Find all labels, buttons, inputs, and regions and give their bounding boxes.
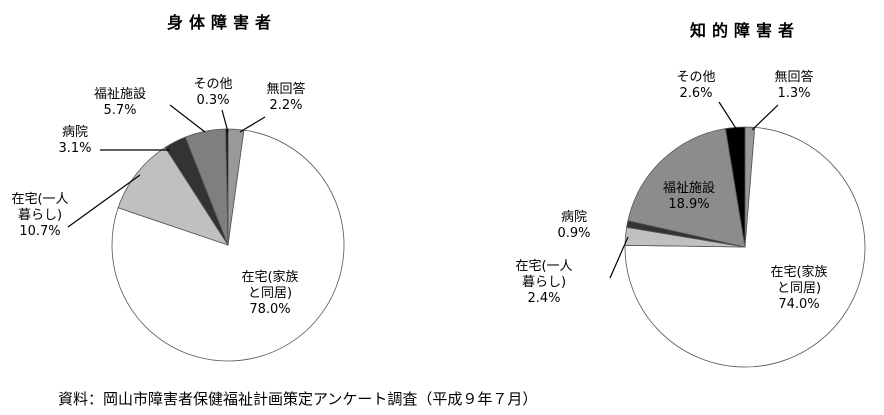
slice-value-home-family: 78.0% — [249, 302, 290, 317]
slice-label-home-alone: 暮らし) — [522, 275, 566, 290]
leader-line-welfare-facility — [169, 104, 206, 133]
leader-line-home-alone — [67, 174, 141, 228]
slice-label-home-alone: 在宅(一人 — [515, 259, 572, 274]
slice-label-home-family: と同居) — [777, 281, 821, 296]
leader-line-home-alone — [609, 236, 629, 279]
slice-label-no-answer: 無回答 — [266, 81, 305, 97]
slice-value-hospital: 3.1% — [58, 141, 91, 156]
slice-label-hospital: 病院 — [561, 210, 587, 225]
pie-slice-welfare-facility — [627, 128, 746, 248]
slice-label-welfare-facility: 福祉施設 — [94, 86, 146, 102]
pie-slice-home-alone — [117, 146, 229, 246]
slice-label-home-family: と同居) — [248, 286, 292, 301]
chart-title-physical: 身体障害者 — [167, 13, 277, 32]
slice-label-home-alone: 在宅(一人 — [11, 192, 68, 207]
slice-value-home-family: 74.0% — [778, 297, 819, 312]
pie-slice-home-family — [111, 129, 345, 362]
slice-value-no-answer: 1.3% — [777, 86, 810, 101]
slice-label-hospital: 病院 — [62, 125, 88, 140]
leader-line-no-answer — [751, 104, 779, 131]
chart-title-intellectual: 知的障害者 — [690, 21, 800, 40]
slice-label-other: その他 — [676, 70, 715, 85]
leader-line-other — [718, 101, 738, 131]
leader-line-no-answer — [239, 116, 266, 133]
slice-label-other: その他 — [193, 77, 232, 92]
slice-value-welfare-facility: 18.9% — [668, 197, 709, 212]
slice-label-home-alone: 暮らし) — [18, 208, 62, 223]
slice-value-other: 2.6% — [679, 86, 712, 101]
slice-value-no-answer: 2.2% — [269, 98, 302, 113]
slice-value-other: 0.3% — [196, 93, 229, 108]
slice-value-home-alone: 10.7% — [19, 224, 60, 239]
slice-label-welfare-facility: 福祉施設 — [663, 180, 715, 196]
leader-line-other — [221, 109, 229, 133]
slice-label-no-answer: 無回答 — [774, 69, 813, 85]
source-note: 資料：岡山市障害者保健福祉計画策定アンケート調査（平成９年７月） — [58, 390, 537, 408]
slice-value-welfare-facility: 5.7% — [103, 103, 136, 118]
slice-value-hospital: 0.9% — [557, 226, 590, 241]
slice-value-home-alone: 2.4% — [527, 291, 560, 306]
slice-label-home-family: 在宅(家族 — [241, 269, 298, 285]
slice-label-home-family: 在宅(家族 — [770, 264, 827, 280]
